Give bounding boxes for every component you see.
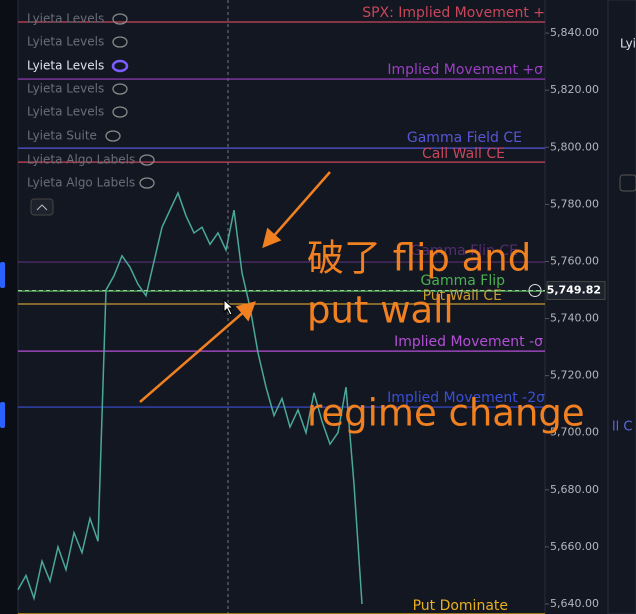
level-label: SPX: Implied Movement + bbox=[362, 5, 545, 21]
annotation: 破了 flip and bbox=[307, 237, 531, 280]
y-tick-label: 5,760.00 bbox=[550, 254, 599, 267]
y-tick-label: 5,840.00 bbox=[550, 26, 599, 39]
visibility-icon[interactable] bbox=[112, 83, 128, 95]
arrowhead bbox=[235, 301, 257, 322]
left-toolbar bbox=[0, 0, 18, 614]
indicator-name: Lyieta Levels bbox=[27, 59, 104, 73]
last-price-box bbox=[546, 281, 606, 301]
level-label: Gamma Field CE bbox=[407, 130, 522, 146]
level-label: Put Dominate bbox=[413, 598, 508, 614]
price-line bbox=[17, 190, 363, 605]
indicator-name: Lyieta Levels bbox=[27, 82, 104, 96]
annotation: regime change bbox=[307, 392, 585, 435]
y-tick-label: 5,660.00 bbox=[550, 540, 599, 553]
y-tick-label: 5,700.00 bbox=[550, 426, 599, 439]
collapse-button[interactable] bbox=[30, 198, 54, 216]
y-tick-label: 5,720.00 bbox=[550, 369, 599, 382]
panel-text: ll C bbox=[612, 420, 632, 435]
level-label: Implied Movement -σ bbox=[394, 334, 543, 350]
level-label: Gamma Flip bbox=[421, 273, 506, 289]
y-tick-label: 5,820.00 bbox=[550, 83, 599, 96]
indicator-name: Lyieta Algo Labels bbox=[27, 153, 135, 167]
annotation: put wall bbox=[307, 289, 454, 332]
level-label: Put Wall CE bbox=[423, 288, 502, 304]
visibility-icon[interactable] bbox=[139, 154, 155, 166]
indicator-name: Lyieta Levels bbox=[27, 35, 104, 49]
panel-button[interactable] bbox=[619, 174, 636, 192]
indicator-name: Lyieta Suite bbox=[27, 129, 97, 143]
level-label: Gamma Flip CE bbox=[410, 243, 518, 259]
arrowhead bbox=[262, 227, 282, 249]
level-label: Call Wall CE bbox=[422, 146, 505, 162]
y-tick-label: 5,640.00 bbox=[550, 597, 599, 610]
toolbar-button[interactable] bbox=[0, 262, 5, 288]
y-tick-label: 5,800.00 bbox=[550, 140, 599, 153]
arrow bbox=[271, 171, 331, 239]
arrows bbox=[139, 171, 331, 403]
panel-text: Lyi bbox=[620, 37, 636, 51]
visibility-icon[interactable] bbox=[105, 130, 121, 142]
indicator-name: Lyieta Algo Labels bbox=[27, 176, 135, 190]
arrow bbox=[139, 309, 247, 403]
visibility-icon[interactable] bbox=[111, 59, 129, 73]
visibility-icon[interactable] bbox=[112, 13, 128, 25]
visibility-icon[interactable] bbox=[112, 106, 128, 118]
add-button[interactable] bbox=[528, 284, 542, 298]
y-tick-label: 5,780.00 bbox=[550, 197, 599, 210]
visibility-icon[interactable] bbox=[139, 177, 155, 189]
indicator-name: Lyieta Levels bbox=[27, 105, 104, 119]
chevron bbox=[36, 204, 48, 211]
right-panel bbox=[607, 0, 636, 614]
toolbar-button[interactable] bbox=[0, 402, 5, 428]
level-label: Implied Movement -2σ bbox=[387, 390, 545, 406]
cursor bbox=[223, 298, 235, 316]
level-label: Implied Movement +σ bbox=[387, 62, 543, 78]
indicator-name: Lyieta Levels bbox=[27, 12, 104, 26]
last-price-label: 5,749.82 bbox=[547, 284, 601, 297]
y-tick-label: 5,740.00 bbox=[550, 312, 599, 325]
visibility-icon[interactable] bbox=[112, 36, 128, 48]
y-tick-label: 5,680.00 bbox=[550, 483, 599, 496]
